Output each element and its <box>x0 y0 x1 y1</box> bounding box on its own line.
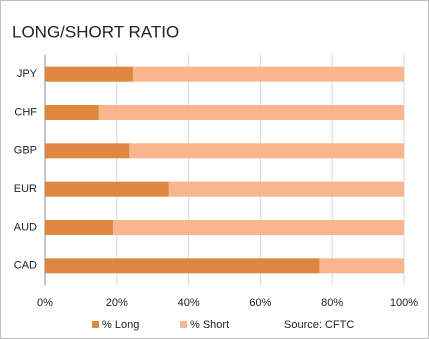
y-tick-label: GBP <box>14 145 37 157</box>
legend-label: % Long <box>102 319 139 331</box>
bar-segment <box>113 220 405 235</box>
y-tick-label: CHF <box>14 106 37 118</box>
chart-title: LONG/SHORT RATIO <box>12 22 179 41</box>
bar-segment <box>45 220 114 235</box>
legend-swatch <box>92 321 99 328</box>
y-tick-label: AUD <box>14 221 37 233</box>
x-tick-label: 80% <box>321 297 343 309</box>
bar-segment <box>319 258 404 274</box>
x-tick-label: 20% <box>106 297 128 309</box>
source-note: Source: CFTC <box>284 319 354 331</box>
legend-label: % Short <box>190 319 229 331</box>
y-tick-label: EUR <box>14 183 37 195</box>
x-tick-label: 0% <box>37 297 53 309</box>
bar-segment <box>132 66 404 82</box>
y-tick-label: JPY <box>17 68 38 80</box>
legend-swatch <box>180 321 187 328</box>
bar-segment <box>168 181 404 197</box>
bar-segment <box>129 143 405 159</box>
bar-segment <box>45 181 169 197</box>
bar-segment <box>45 143 130 159</box>
bar-segment <box>45 258 320 274</box>
bar-segment <box>98 105 404 120</box>
x-tick-label: 40% <box>178 297 200 309</box>
y-tick-label: CAD <box>14 260 37 272</box>
x-tick-label: 60% <box>249 297 271 309</box>
x-tick-label: 100% <box>390 297 418 309</box>
bar-segment <box>45 105 99 120</box>
bar-segment <box>45 66 133 82</box>
